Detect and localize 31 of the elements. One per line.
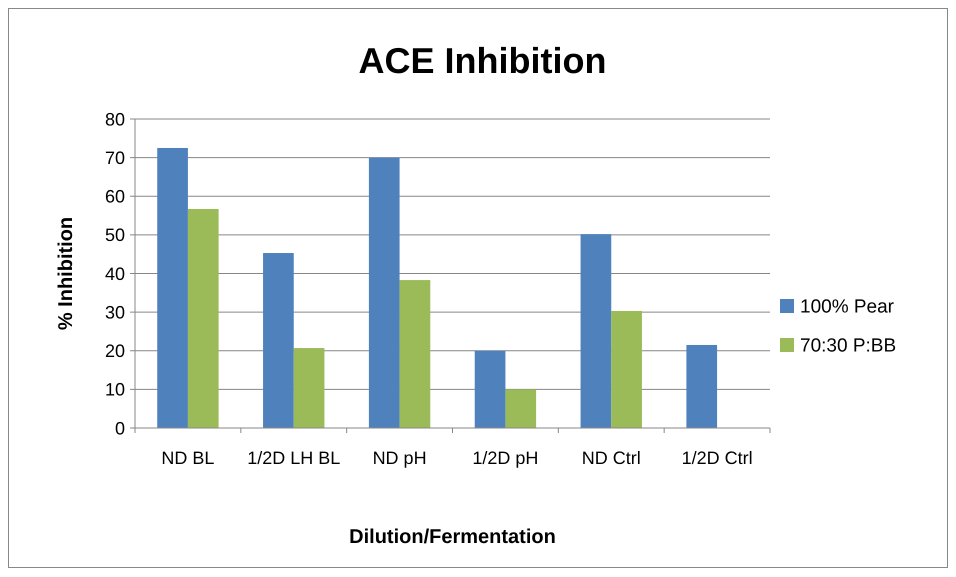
y-tick-label: 70 — [104, 148, 125, 168]
chart-title: ACE Inhibition — [358, 40, 606, 81]
bar — [157, 148, 188, 428]
x-tick-label: ND pH — [372, 448, 427, 468]
y-tick-label: 20 — [104, 341, 125, 362]
bar — [188, 208, 219, 428]
y-tick-label: 30 — [104, 302, 125, 322]
legend-label: 70:30 P:BB — [800, 336, 896, 357]
legend-label: 100% Pear — [800, 296, 895, 318]
bar — [474, 350, 506, 428]
x-tick-label: 1/2D LH BL — [247, 448, 340, 468]
y-tick-label: 40 — [104, 264, 125, 284]
bar — [400, 280, 430, 428]
y-tick-label: 0 — [114, 418, 125, 438]
bar — [263, 253, 294, 428]
bar — [368, 158, 400, 428]
x-tick-label: 1/2D Ctrl — [682, 448, 753, 468]
bar — [294, 348, 324, 428]
bar — [580, 234, 612, 428]
y-axis-title: % Inhibition — [55, 216, 77, 330]
bar — [686, 344, 718, 428]
y-tick-label: 10 — [104, 380, 125, 400]
y-tick-label: 50 — [104, 225, 125, 246]
x-tick-label: 1/2D pH — [472, 448, 538, 468]
y-tick-label: 60 — [104, 186, 125, 207]
y-tick-label: 80 — [104, 109, 125, 130]
x-tick-label: ND Ctrl — [582, 448, 641, 468]
bar — [611, 310, 642, 428]
bar — [505, 389, 536, 428]
x-tick-label: ND BL — [161, 448, 214, 468]
x-axis-title: Dilution/Fermentation — [349, 526, 556, 548]
